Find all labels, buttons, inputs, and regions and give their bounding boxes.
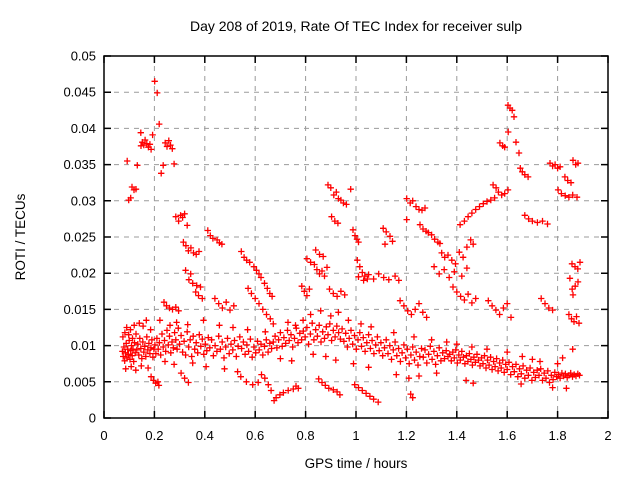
y-tick-label: 0.04 — [71, 121, 96, 136]
y-axis-label: ROTI / TECUs — [13, 193, 28, 280]
y-tick-labels: 0 0.005 0.01 0.015 0.02 0.025 0.03 0.035 0.04 0.0… — [63, 49, 96, 426]
y-tick-label: 0.015 — [63, 302, 96, 317]
x-tick-label: 0.6 — [246, 428, 264, 443]
x-tick-label: 1.6 — [498, 428, 516, 443]
x-tick-label: 0.4 — [196, 428, 214, 443]
y-tick-label: 0.035 — [63, 157, 96, 172]
y-tick-label: 0 — [89, 411, 96, 426]
grid-lines — [104, 56, 608, 418]
x-tick-label: 0.8 — [297, 428, 315, 443]
y-tick-label: 0.05 — [71, 49, 96, 64]
x-axis-label: GPS time / hours — [305, 456, 408, 471]
chart-title: Day 208 of 2019, Rate Of TEC Index for r… — [190, 18, 522, 34]
x-tick-label: 1.4 — [448, 428, 466, 443]
x-tick-label: 1 — [352, 428, 359, 443]
x-tick-label: 1.2 — [397, 428, 415, 443]
x-tick-label: 0 — [100, 428, 107, 443]
x-tick-label: 0.2 — [145, 428, 163, 443]
x-tick-label: 1.8 — [549, 428, 567, 443]
data-points — [119, 78, 584, 406]
x-tick-label: 2 — [604, 428, 611, 443]
plot-border — [103, 55, 609, 419]
x-tick-labels: 0 0.2 0.4 0.6 0.8 1 1.2 1.4 1.6 1.8 2 — [100, 428, 611, 443]
y-tick-label: 0.045 — [63, 85, 96, 100]
y-tick-label: 0.02 — [71, 266, 96, 281]
y-tick-label: 0.01 — [71, 338, 96, 353]
y-tick-label: 0.005 — [63, 374, 96, 389]
y-tick-label: 0.03 — [71, 193, 96, 208]
y-tick-label: 0.025 — [63, 230, 96, 245]
